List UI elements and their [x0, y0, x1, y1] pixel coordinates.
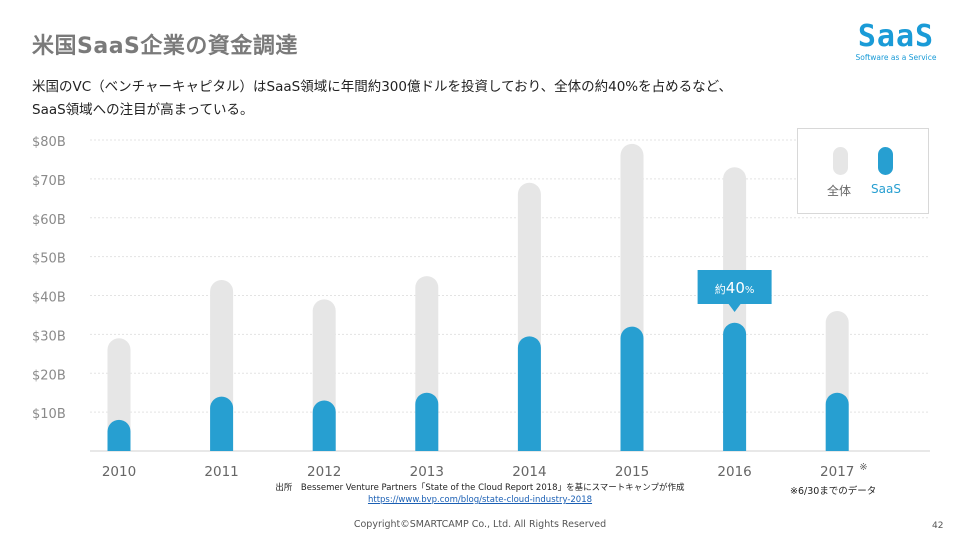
- y-tick-label: $70B: [32, 174, 66, 189]
- legend-label-saas: SaaS: [871, 182, 901, 196]
- data-note: ※6/30までのデータ: [790, 486, 877, 497]
- bar-saas-2017: [825, 392, 849, 451]
- bar-saas-2011: [210, 396, 234, 451]
- x-tick-label: 2013: [410, 464, 444, 480]
- copyright: Copyright©SMARTCAMP Co., Ltd. All Rights…: [353, 519, 607, 530]
- y-tick-label: $50B: [32, 252, 66, 267]
- bar-saas-2010: [107, 419, 131, 451]
- bar-saas-2015: [620, 326, 644, 451]
- legend-swatch-saas: [878, 147, 893, 175]
- legend-swatch-all: [833, 147, 848, 175]
- source-link[interactable]: https://www.bvp.com/blog/state-cloud-ind…: [367, 495, 593, 505]
- bar-saas-2013: [415, 392, 439, 451]
- bar-saas-2012: [312, 400, 336, 451]
- x-tick-label: 2016: [717, 464, 751, 480]
- description-line-1: 米国のVC（ベンチャーキャピタル）はSaaS領域に年間約300億ドルを投資してお…: [32, 79, 732, 95]
- y-tick-label: $80B: [32, 135, 66, 150]
- logo-text: SaaS: [857, 19, 935, 54]
- x-tick-label: 2014: [512, 464, 546, 480]
- description: 米国のVC（ベンチャーキャピタル）はSaaS領域に年間約300億ドルを投資してお…: [32, 76, 852, 122]
- legend-label-all: 全体: [827, 184, 852, 198]
- page-title: 米国SaaS企業の資金調達: [32, 34, 298, 59]
- saas-logo: SaaS Software as a Service: [846, 19, 946, 63]
- callout-box: [697, 270, 772, 312]
- y-tick-label: $20B: [32, 368, 66, 383]
- page-number: 42: [932, 521, 944, 531]
- bar-saas-2016: [723, 322, 747, 451]
- description-line-2: SaaS領域への注目が高まっている。: [32, 102, 254, 118]
- callout-label: 約40%: [715, 279, 755, 297]
- chart-legend: 全体 SaaS: [797, 128, 929, 214]
- source-text: 出所 Bessemer Venture Partners「State of th…: [275, 483, 685, 493]
- x-tick-label: 2017: [820, 464, 854, 480]
- x-tick-label: 2012: [307, 464, 341, 480]
- y-tick-label: $60B: [32, 213, 66, 228]
- x-tick-label: 2010: [102, 464, 136, 480]
- bar-saas-2014: [517, 336, 541, 451]
- y-tick-label: $10B: [32, 407, 66, 422]
- y-tick-label: $30B: [32, 329, 66, 344]
- logo-subtitle: Software as a Service: [855, 53, 937, 62]
- y-tick-label: $40B: [32, 291, 66, 306]
- x-tick-suffix: ※: [859, 462, 867, 473]
- x-tick-label: 2015: [615, 464, 649, 480]
- source-citation: 出所 Bessemer Venture Partners「State of th…: [200, 482, 760, 506]
- x-tick-label: 2011: [204, 464, 238, 480]
